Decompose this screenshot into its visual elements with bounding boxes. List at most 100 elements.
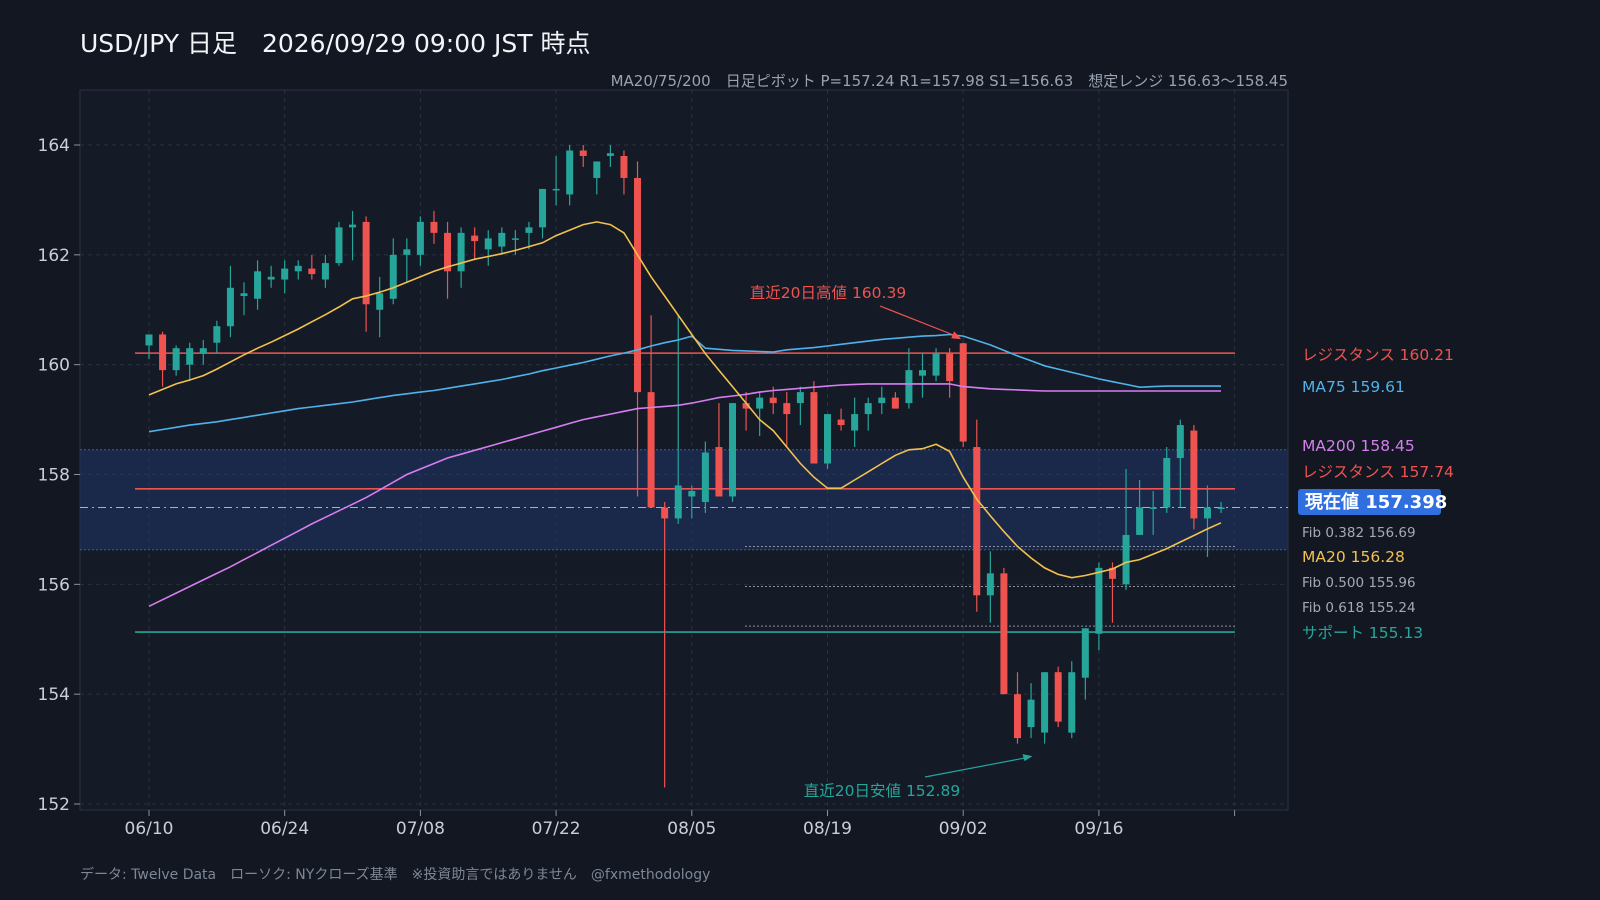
candle-body xyxy=(918,370,926,376)
candle-body xyxy=(1081,628,1089,678)
candle-body xyxy=(851,414,859,431)
candle-body xyxy=(566,150,574,195)
candle-body xyxy=(1041,672,1049,733)
candle-body xyxy=(199,348,207,354)
candle-body xyxy=(362,221,370,305)
candle-body xyxy=(1013,694,1021,739)
ma20-line xyxy=(148,221,1222,579)
candle-body xyxy=(308,268,316,275)
low-annotation-arrow xyxy=(924,756,1030,778)
label-resistance-160: レジスタンス 160.21 xyxy=(1302,346,1454,364)
candle-body xyxy=(661,507,669,519)
ma200-line xyxy=(148,383,1221,608)
candle-body xyxy=(444,232,452,272)
candle-body xyxy=(552,188,560,191)
candle-body xyxy=(226,287,234,327)
y-tick-label: 156 xyxy=(38,575,70,595)
candle-body xyxy=(1095,567,1103,634)
low-annotation-arrowhead xyxy=(1022,754,1033,762)
candle-body xyxy=(335,227,343,264)
candle-body xyxy=(1136,507,1144,535)
candle-body xyxy=(416,221,424,255)
candle-body xyxy=(1000,573,1008,695)
candle-body xyxy=(579,150,587,156)
candle-body xyxy=(959,343,967,442)
candle-body xyxy=(1068,672,1076,733)
chart-title: USD/JPY 日足 2026/09/29 09:00 JST 時点 xyxy=(80,29,591,58)
x-tick-label: 07/22 xyxy=(532,819,581,839)
candle-body xyxy=(1108,567,1116,579)
candle-body xyxy=(688,490,696,497)
candle-body xyxy=(647,392,655,508)
candle-body xyxy=(498,232,506,247)
candle-body xyxy=(674,485,682,519)
candle-body xyxy=(389,254,397,299)
candle-body xyxy=(240,293,248,297)
candle-body xyxy=(634,177,642,393)
current-price-label: 現在値 157.398 xyxy=(1305,491,1447,513)
candle-body xyxy=(159,334,167,371)
candle-body xyxy=(810,392,818,464)
x-tick-label: 06/24 xyxy=(260,819,309,839)
candle-body xyxy=(349,224,357,228)
label-fib-382: Fib 0.382 156.69 xyxy=(1302,525,1416,541)
candle-body xyxy=(457,232,465,272)
candle-body xyxy=(1122,534,1130,585)
candle-body xyxy=(715,447,723,497)
candle-body xyxy=(878,397,886,404)
candle-body xyxy=(1203,507,1211,519)
label-fib-618: Fib 0.618 155.24 xyxy=(1302,600,1416,616)
candle-body xyxy=(213,326,221,343)
candle-body xyxy=(756,397,764,409)
high-annotation-arrow xyxy=(879,305,960,338)
candle-body xyxy=(620,155,628,178)
candle-body xyxy=(511,238,519,240)
candle-body xyxy=(837,419,845,426)
y-tick-label: 154 xyxy=(38,685,70,705)
candle-body xyxy=(430,221,438,233)
x-tick-label: 08/19 xyxy=(803,819,852,839)
x-tick-label: 09/16 xyxy=(1074,819,1123,839)
chart-subtitle: MA20/75/200 日足ピボット P=157.24 R1=157.98 S1… xyxy=(610,72,1288,90)
candle-body xyxy=(1190,430,1198,519)
candle-body xyxy=(701,452,709,502)
candle-body xyxy=(145,334,153,346)
y-tick-label: 158 xyxy=(38,466,70,486)
candle-body xyxy=(539,188,547,228)
y-tick-label: 152 xyxy=(38,795,70,815)
candle-body xyxy=(729,403,737,497)
candle-body xyxy=(796,392,804,404)
candle-body xyxy=(973,447,981,596)
x-tick-label: 06/10 xyxy=(125,819,174,839)
candle-body xyxy=(1054,672,1062,722)
label-ma75: MA75 159.61 xyxy=(1302,378,1405,396)
candle-body xyxy=(986,573,994,596)
y-tick-label: 160 xyxy=(38,356,70,376)
high-annotation-label: 直近20日高値 160.39 xyxy=(750,284,906,302)
candle-body xyxy=(1176,425,1184,459)
candle-body xyxy=(932,353,940,376)
candle-body xyxy=(267,276,275,280)
candle-body xyxy=(172,348,180,371)
candle-body xyxy=(294,265,302,272)
label-fib-500: Fib 0.500 155.96 xyxy=(1302,575,1416,591)
candle-body xyxy=(783,403,791,415)
candle-body xyxy=(946,353,954,382)
high-annotation-arrowhead xyxy=(951,331,962,340)
candle-body xyxy=(254,271,262,299)
x-tick-label: 09/02 xyxy=(939,819,988,839)
label-ma20: MA20 156.28 xyxy=(1302,548,1405,566)
candle-body xyxy=(1027,699,1035,728)
low-annotation-label: 直近20日安値 152.89 xyxy=(804,782,960,800)
candle-body xyxy=(742,403,750,409)
candle-body xyxy=(824,414,831,464)
label-resistance-157: レジスタンス 157.74 xyxy=(1302,463,1454,481)
chart-footer: データ: Twelve Data ローソク: NYクローズ基準 ※投資助言ではあ… xyxy=(80,867,711,883)
candle-body xyxy=(376,293,384,310)
candle-body xyxy=(1163,458,1171,508)
candle-body xyxy=(1149,507,1157,509)
candle-body xyxy=(471,235,479,242)
candle-body xyxy=(321,263,329,280)
candle-body xyxy=(281,268,289,280)
